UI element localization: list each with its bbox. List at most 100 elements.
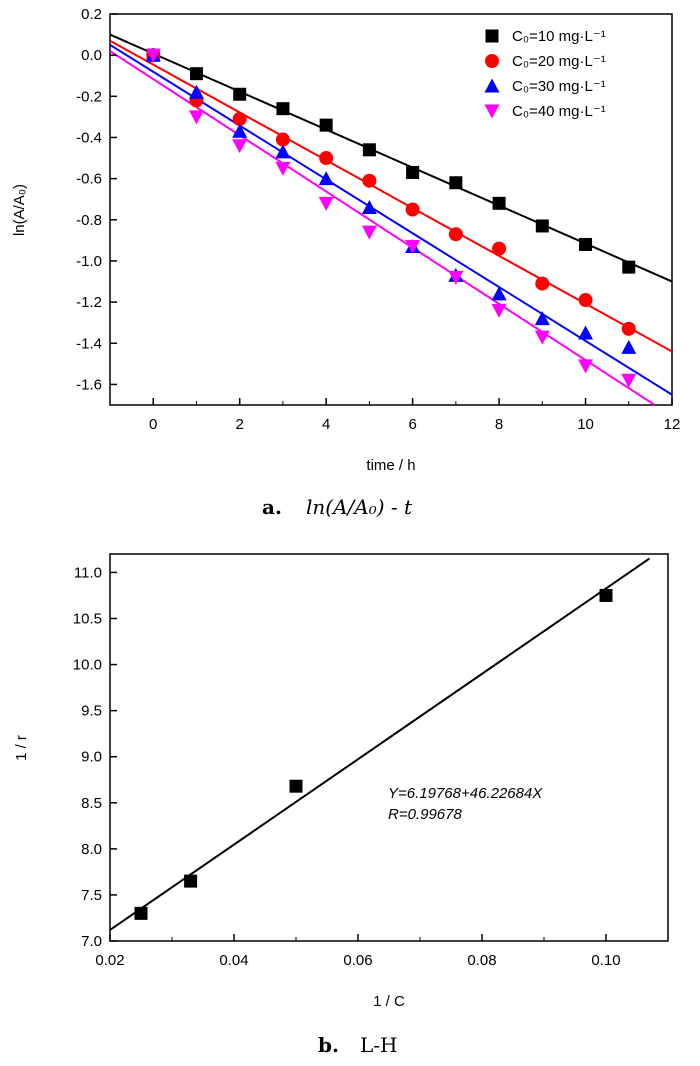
chart-b-point-s1-2 xyxy=(184,874,198,888)
chart-a-point-s2-9 xyxy=(492,241,507,256)
chart-a-point-s2-8 xyxy=(448,227,463,242)
chart-b-r-value: R=0.99678 xyxy=(388,806,462,823)
chart-a-frame xyxy=(109,13,673,406)
chart-b-y-ticks: 7.0 7.5 8.0 8.5 9.0 9.5 10.0 10.5 11.0 xyxy=(73,564,117,950)
chart-b-y-tick-label: 9.5 xyxy=(81,703,102,720)
chart-a-fit-line-2 xyxy=(110,39,672,353)
chart-a-point-s3-10 xyxy=(534,311,550,326)
chart-a-point-s1-3 xyxy=(233,87,247,101)
chart-a-y-tick-label: -0.6 xyxy=(76,171,102,188)
chart-a-point-s2-10 xyxy=(535,276,550,291)
chart-a-x-tick-label: 12 xyxy=(664,416,681,433)
chart-b-y-tick-label: 7.0 xyxy=(81,933,102,950)
chart-b-y-tick-label: 8.0 xyxy=(81,841,102,858)
chart-a-legend-marker-4 xyxy=(484,104,500,119)
chart-a-fit-line-4 xyxy=(110,50,656,405)
chart-a-point-s4-9 xyxy=(491,303,507,318)
chart-a-point-s2-11 xyxy=(578,293,593,308)
chart-b-frame xyxy=(109,553,669,942)
chart-a-y-tick-label: -0.8 xyxy=(76,212,102,229)
chart-a-point-s3-9 xyxy=(491,286,507,301)
chart-a-point-s1-7 xyxy=(406,165,420,179)
chart-a-point-s1-12 xyxy=(622,260,636,274)
chart-a-point-s3-11 xyxy=(578,325,594,340)
chart-a-point-s1-2 xyxy=(189,67,203,81)
chart-b-point-s1-1 xyxy=(134,906,148,920)
chart-b-x-ticks: 0.02 0.04 0.06 0.08 0.10 xyxy=(95,934,621,969)
chart-a-legend-label-4: C₀=40 mg·L⁻¹ xyxy=(512,103,606,120)
chart-a-point-s3-3 xyxy=(232,123,248,138)
chart-a-fit-lines xyxy=(110,33,672,405)
chart-a-legend-marker-2 xyxy=(485,54,499,68)
chart-a-point-s4-1 xyxy=(145,48,161,63)
chart-b-x-tick-label: 0.06 xyxy=(343,952,372,969)
chart-a-point-s4-5 xyxy=(318,196,334,211)
chart-a-x-ticks: 0 2 4 6 8 10 12 xyxy=(149,398,680,433)
chart-a-ylabel: ln(A/A₀) xyxy=(11,184,28,236)
chart-a-point-s4-3 xyxy=(232,139,248,154)
chart-b-y-tick-label: 8.5 xyxy=(81,795,102,812)
chart-a-point-s1-4 xyxy=(276,102,290,116)
chart-a-legend-label-3: C₀=30 mg·L⁻¹ xyxy=(512,78,606,95)
chart-a-xlabel: time / h xyxy=(366,457,415,474)
chart-a-point-s2-6 xyxy=(362,173,377,188)
chart-a-point-s3-4 xyxy=(275,144,291,159)
chart-a-legend-label-2: C₀=20 mg·L⁻¹ xyxy=(512,53,606,70)
chart-a-point-s2-12 xyxy=(621,321,636,336)
chart-a-y-tick-label: -1.2 xyxy=(76,294,102,311)
chart-b-x-tick-label: 0.10 xyxy=(591,952,620,969)
chart-a-point-s1-9 xyxy=(492,196,506,210)
chart-a-y-tick-label: -0.2 xyxy=(76,88,102,105)
chart-b-markers xyxy=(134,588,613,920)
chart-a-point-s3-2 xyxy=(188,84,204,99)
chart-a-y-tick-label: -1.4 xyxy=(76,335,102,352)
chart-a-x-tick-label: 8 xyxy=(495,416,503,433)
chart-b-caption-letter: b. xyxy=(318,1033,339,1057)
chart-b-y-tick-label: 10.0 xyxy=(73,657,102,674)
chart-a-markers xyxy=(145,47,637,388)
chart-a-point-s2-5 xyxy=(319,151,334,166)
chart-a-point-s3-5 xyxy=(318,171,334,186)
chart-a-point-s1-8 xyxy=(449,176,463,190)
chart-a-point-s1-10 xyxy=(535,219,549,233)
chart-a-point-s4-4 xyxy=(275,161,291,176)
chart-a-point-s4-8 xyxy=(448,270,464,285)
chart-b-point-s1-4 xyxy=(599,588,613,602)
chart-a-y-tick-label: -1.6 xyxy=(76,376,102,393)
chart-a-y-ticks: 0.2 0.0 -0.2 -0.4 -0.6 -0.8 -1.0 -1.2 -1.4 -1.6 xyxy=(76,6,117,393)
chart-b-caption-text: L-H xyxy=(360,1033,397,1057)
chart-a-point-s2-4 xyxy=(275,132,290,147)
chart-b-fit-lines xyxy=(110,557,650,931)
chart-b-y-tick-label: 9.0 xyxy=(81,749,102,766)
chart-a-point-s2-7 xyxy=(405,202,420,217)
chart-b-equation: Y=6.19768+46.22684X xyxy=(388,785,543,802)
chart-a-y-tick-label: -1.0 xyxy=(76,253,102,270)
chart-a-point-s1-11 xyxy=(579,237,593,251)
chart-b-y-tick-label: 11.0 xyxy=(74,564,102,581)
chart-b-point-s1-3 xyxy=(289,779,303,793)
chart-a-legend: C₀=10 mg·L⁻¹ C₀=20 mg·L⁻¹ C₀=30 mg·L⁻¹ C₀=4… xyxy=(484,28,606,120)
chart-a-legend-label-1: C₀=10 mg·L⁻¹ xyxy=(512,28,606,45)
chart-b-x-tick-label: 0.08 xyxy=(467,952,496,969)
chart-a-point-s4-2 xyxy=(188,110,204,125)
chart-b-fit-line-1 xyxy=(110,557,650,931)
chart-a-point-s3-6 xyxy=(361,199,377,214)
chart-a-point-s4-11 xyxy=(578,359,594,374)
chart-a-point-s3-12 xyxy=(621,339,637,354)
chart-b: 0.02 0.04 0.06 0.08 0.10 7.0 7.5 8.0 8.5 9.0 9.5 1… xyxy=(13,553,669,1057)
chart-a-legend-marker-3 xyxy=(484,78,500,93)
chart-a-fit-line-3 xyxy=(110,44,672,396)
chart-a-point-s4-6 xyxy=(361,225,377,240)
chart-b-x-tick-label: 0.02 xyxy=(95,952,124,969)
chart-a-x-tick-label: 0 xyxy=(149,416,157,433)
chart-a-y-tick-label: 0.0 xyxy=(81,47,102,64)
chart-b-xlabel: 1 / C xyxy=(373,993,405,1010)
chart-a-point-s1-6 xyxy=(362,143,376,157)
chart-a-point-s4-7 xyxy=(405,240,421,255)
chart-a-point-s1-5 xyxy=(319,118,333,132)
chart-a-point-s4-12 xyxy=(621,373,637,388)
chart-a-point-s4-10 xyxy=(534,330,550,345)
chart-a-caption-letter: a. xyxy=(262,495,282,519)
chart-a: 0 2 4 6 8 10 12 0.2 0.0 -0.2 -0.4 -0.6 -0.8 -1.0 -1.2… xyxy=(11,6,680,519)
